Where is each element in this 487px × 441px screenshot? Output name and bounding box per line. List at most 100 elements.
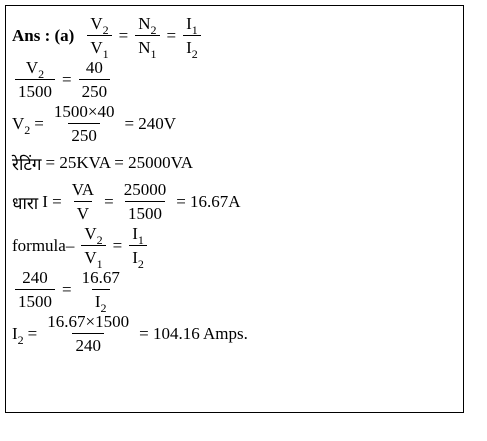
text: 25000 xyxy=(123,180,167,199)
fraction: V2 1500 xyxy=(15,58,55,102)
denominator: 1500 xyxy=(15,289,55,312)
text: = xyxy=(112,236,123,255)
math-line: धारा I = VA V = 25000 1500 = 16.67A xyxy=(12,180,463,224)
numerator: I1 xyxy=(183,14,201,37)
numerator: V2 xyxy=(87,14,111,37)
denominator: 250 xyxy=(78,79,111,102)
numerator: V2 xyxy=(23,58,47,81)
numerator: 16.67×1500 xyxy=(44,312,132,333)
symbol: V2 xyxy=(84,224,103,247)
symbol-base: V xyxy=(25,58,39,77)
text: = xyxy=(104,192,114,211)
answer-box: Ans : (a) V2 V1 = N2 N1 = I1 I2 V2 1500 = 40 250 V2 = 15… xyxy=(5,5,464,413)
numerator: 240 xyxy=(19,268,51,289)
text: = 104.16 Amps. xyxy=(139,324,248,343)
symbol: N2 xyxy=(138,14,157,37)
math-line: रेटिंग = 25KVA = 25000VA xyxy=(12,146,463,180)
subscript: 2 xyxy=(17,333,24,347)
numerator: VA xyxy=(69,180,97,201)
math-line: V2 1500 = 40 250 xyxy=(12,58,463,102)
math-line: I2 = 16.67×1500 240 = 104.16 Amps. xyxy=(12,312,463,356)
symbol: I2 xyxy=(186,38,198,61)
numerator: N2 xyxy=(135,14,159,37)
text: 1500 xyxy=(18,82,52,101)
symbol-base: I xyxy=(132,248,138,267)
subscript: 1 xyxy=(102,47,109,61)
denominator: 1500 xyxy=(124,201,165,224)
symbol-base: V xyxy=(84,224,97,243)
text: = xyxy=(27,324,38,343)
text: = 16.67A xyxy=(176,192,241,211)
symbol: V1 xyxy=(84,248,102,271)
denominator: V xyxy=(73,201,93,224)
subscript: 1 xyxy=(191,23,198,37)
subscript: 2 xyxy=(100,301,107,315)
text: रेटिंग xyxy=(12,154,42,174)
symbol-base: N xyxy=(138,14,151,33)
symbol: N1 xyxy=(138,38,157,61)
subscript: 2 xyxy=(96,233,103,247)
fraction: 1500×40 250 xyxy=(51,102,118,146)
subscript: 1 xyxy=(137,233,144,247)
denominator: N1 xyxy=(135,35,160,61)
symbol-base: V xyxy=(90,14,103,33)
text: धारा xyxy=(12,193,39,213)
symbol-base: V xyxy=(12,114,25,133)
text: V xyxy=(76,204,90,223)
numerator: 25000 xyxy=(121,180,170,201)
text: = 25KVA = 25000VA xyxy=(45,153,194,172)
text: 1500 xyxy=(18,292,52,311)
math-line: Ans : (a) V2 V1 = N2 N1 = I1 I2 xyxy=(12,14,463,61)
text: 240 xyxy=(22,268,48,287)
subscript: 2 xyxy=(24,123,31,137)
subscript: 2 xyxy=(38,67,45,81)
denominator: V1 xyxy=(87,35,112,61)
fraction: I1 I2 xyxy=(129,224,147,271)
subscript: 1 xyxy=(150,47,157,61)
denominator: 240 xyxy=(72,333,104,356)
math-line: formula– V2 V1 = I1 I2 xyxy=(12,224,463,271)
text: 250 xyxy=(81,82,108,101)
math-line: V2 = 1500×40 250 = 240V xyxy=(12,102,463,146)
text: 240 xyxy=(75,336,101,355)
fraction: 16.67×1500 240 xyxy=(44,312,132,356)
numerator: 40 xyxy=(83,58,106,79)
fraction: N2 N1 xyxy=(135,14,160,61)
denominator: 1500 xyxy=(15,79,55,102)
subscript: 2 xyxy=(137,257,144,271)
numerator: 16.67 xyxy=(79,268,123,289)
symbol: V1 xyxy=(90,38,109,61)
denominator: I2 xyxy=(183,35,201,61)
symbol-base: I xyxy=(186,38,192,57)
text: formula– xyxy=(12,236,75,255)
symbol: V2 xyxy=(12,114,31,137)
subscript: 2 xyxy=(150,23,157,37)
text: 250 xyxy=(71,126,97,145)
text: = 240V xyxy=(124,114,177,133)
fraction: 40 250 xyxy=(78,58,111,102)
symbol-base: I xyxy=(132,224,138,243)
text: VA xyxy=(71,180,95,199)
symbol: V2 xyxy=(25,58,45,81)
symbol-base: I xyxy=(12,324,18,343)
subscript: 2 xyxy=(191,47,198,61)
symbol: V2 xyxy=(90,14,109,37)
symbol-base: I xyxy=(94,292,101,311)
text: = xyxy=(34,114,44,133)
text: 16.67 xyxy=(81,268,120,287)
text: I = xyxy=(42,192,62,211)
text: = xyxy=(62,280,72,299)
symbol-base: N xyxy=(138,38,151,57)
text: = xyxy=(118,26,129,45)
denominator: 250 xyxy=(68,123,100,146)
numerator: I1 xyxy=(129,224,147,247)
text: 16.67×1500 xyxy=(47,312,130,331)
denominator: I2 xyxy=(129,245,147,271)
symbol-base: V xyxy=(84,248,97,267)
text: = xyxy=(62,70,72,89)
symbol: I2 xyxy=(94,292,107,315)
fraction: VA V xyxy=(69,180,97,224)
subscript: 2 xyxy=(102,23,109,37)
fraction: 16.67 I2 xyxy=(79,268,123,315)
symbol-base: I xyxy=(186,14,192,33)
